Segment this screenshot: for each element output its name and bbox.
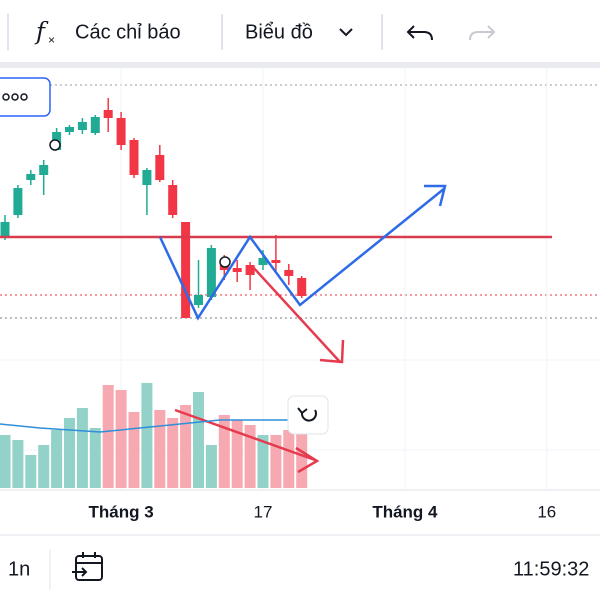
x-tick-label: 17 <box>254 502 273 521</box>
volume-bar <box>167 418 179 488</box>
dot <box>11 93 19 101</box>
candle-body <box>155 155 165 180</box>
dropdown-icon[interactable] <box>339 28 353 37</box>
candle-body <box>90 117 100 133</box>
candle-body <box>129 140 139 175</box>
indicators-button[interactable]: Các chỉ báo <box>75 21 181 43</box>
volume-bar <box>218 415 230 488</box>
dot <box>2 93 10 101</box>
candle-body <box>65 127 74 132</box>
volume-bar <box>12 440 24 488</box>
candle-body <box>181 222 191 318</box>
legend-toggle[interactable] <box>0 77 51 117</box>
candle-body <box>245 265 255 275</box>
dot <box>20 93 28 101</box>
volume-bar <box>257 435 269 488</box>
chart-type-button[interactable]: Biểu đồ <box>245 21 313 43</box>
event-marker[interactable] <box>219 256 231 268</box>
trend-arrow[interactable] <box>174 408 316 462</box>
candle-body <box>26 174 36 180</box>
volume-bar <box>270 435 282 488</box>
reset-icon <box>297 407 317 422</box>
x-tick-label: Tháng 4 <box>372 502 438 521</box>
candle-body <box>116 118 126 145</box>
candle-body <box>0 222 10 238</box>
toolbar-border <box>0 62 600 68</box>
volume-bar <box>193 392 204 488</box>
volume-bar <box>141 383 153 488</box>
event-marker[interactable] <box>49 139 61 151</box>
trend-arrow[interactable] <box>251 265 341 363</box>
volume-bar <box>89 428 101 488</box>
volume-bar <box>154 410 166 488</box>
volume-bar <box>64 418 75 488</box>
goto-date-icon-detail <box>72 552 102 577</box>
volume-bar <box>283 430 295 488</box>
reset-button[interactable] <box>287 395 329 435</box>
volume-bar <box>25 455 37 488</box>
x-tick-label: Tháng 3 <box>89 502 154 521</box>
candle-body <box>103 110 113 118</box>
candle-body <box>271 260 281 263</box>
candle-body <box>39 165 49 175</box>
candle-body <box>168 185 178 215</box>
volume-bar <box>296 428 308 488</box>
volume-bar <box>51 430 63 488</box>
volume-bar <box>244 425 256 488</box>
volume-ma <box>0 419 290 433</box>
arrow-head <box>424 184 447 207</box>
candle-body <box>142 170 152 185</box>
drawings <box>0 139 552 474</box>
redo-button[interactable] <box>469 25 496 41</box>
candle-body <box>284 270 294 276</box>
volume-bar <box>115 390 127 488</box>
undo-button[interactable] <box>406 25 433 41</box>
clock: 11:59:32 <box>513 558 589 580</box>
volume-bar <box>76 408 88 488</box>
x-tick-label: 16 <box>537 502 556 521</box>
toolbar <box>0 0 600 62</box>
volume-bar <box>180 405 192 488</box>
candle-body <box>194 295 203 305</box>
candle-body <box>232 268 242 272</box>
candle-body <box>206 248 216 297</box>
candle-body <box>77 122 87 130</box>
candle-body <box>258 258 268 265</box>
candle-body <box>297 278 307 296</box>
volume-bar <box>231 420 243 488</box>
arrow-head <box>319 339 345 364</box>
pattern-line[interactable] <box>158 187 446 321</box>
volume-bar <box>102 385 114 488</box>
volume-bar <box>128 412 140 488</box>
candle-body <box>13 188 23 215</box>
volume-bar <box>38 445 50 488</box>
volume-bar <box>205 445 217 488</box>
arrow-head <box>295 446 320 474</box>
goto-date-icon[interactable] <box>75 555 103 581</box>
interval[interactable]: 1n <box>8 558 30 580</box>
dots <box>2 93 28 101</box>
fx-icon-x: × <box>48 33 55 47</box>
grid <box>0 68 600 490</box>
volume-bar <box>0 435 11 488</box>
